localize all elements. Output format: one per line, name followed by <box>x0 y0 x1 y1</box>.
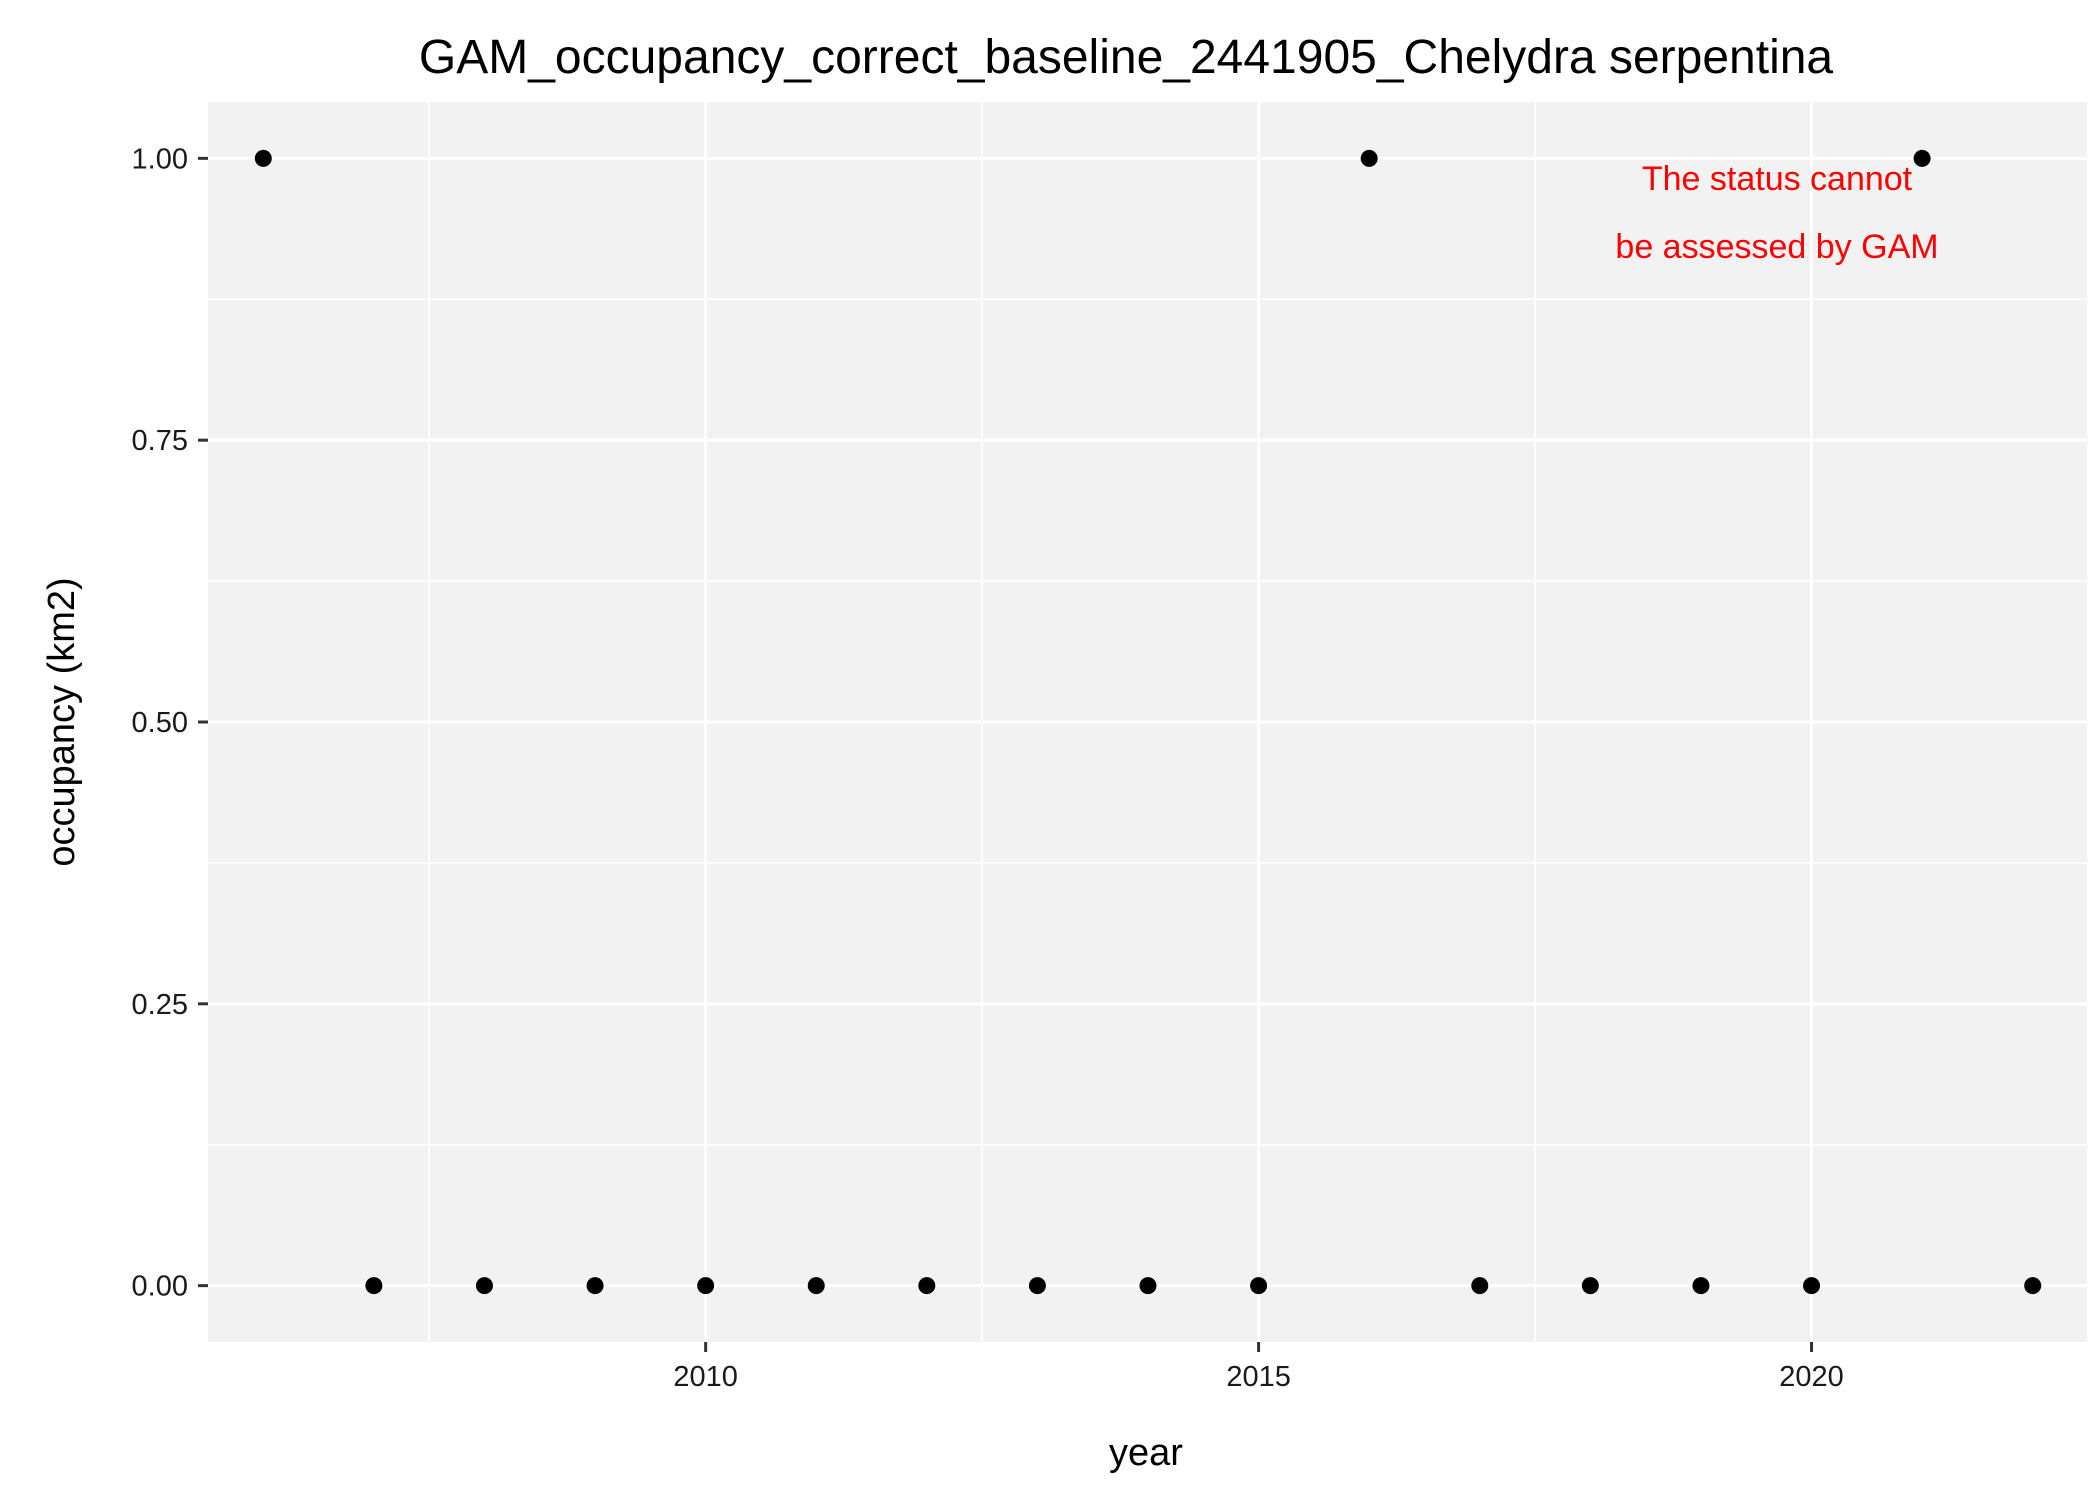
status-annotation: The status cannot be assessed by GAM <box>1615 160 1938 266</box>
chart-title: GAM_occupancy_correct_baseline_2441905_C… <box>419 31 1834 84</box>
data-point <box>1360 149 1378 167</box>
x-tick-label: 2015 <box>1226 1361 1291 1393</box>
data-points <box>254 149 2042 1295</box>
data-point <box>254 149 272 167</box>
data-point <box>1581 1277 1599 1295</box>
data-point <box>807 1277 825 1295</box>
axis-ticks: 2010 2015 2020 0.00 0.25 0.50 0.75 1.00 <box>132 143 1844 1393</box>
data-point <box>697 1277 715 1295</box>
data-point <box>1692 1277 1710 1295</box>
grid <box>208 102 2089 1342</box>
data-point <box>365 1277 383 1295</box>
y-tick-label: 1.00 <box>132 143 188 175</box>
data-point <box>475 1277 493 1295</box>
data-point <box>1028 1277 1046 1295</box>
y-axis-title: occupancy (km2) <box>41 577 83 866</box>
data-point <box>1471 1277 1489 1295</box>
y-tick-label: 0.25 <box>132 989 188 1021</box>
annotation-line-2: be assessed by GAM <box>1615 228 1938 266</box>
data-point <box>586 1277 604 1295</box>
data-point <box>1913 149 1931 167</box>
data-point <box>918 1277 936 1295</box>
data-point <box>1803 1277 1821 1295</box>
data-point <box>1139 1277 1157 1295</box>
x-axis-title: year <box>1109 1432 1183 1474</box>
y-tick-label: 0.50 <box>132 707 188 739</box>
data-point <box>2024 1277 2042 1295</box>
y-tick-label: 0.75 <box>132 425 188 457</box>
annotation-line-1: The status cannot <box>1642 160 1913 198</box>
y-tick-label: 0.00 <box>132 1271 188 1303</box>
x-tick-label: 2010 <box>673 1361 738 1393</box>
x-tick-label: 2020 <box>1779 1361 1844 1393</box>
data-point <box>1250 1277 1268 1295</box>
